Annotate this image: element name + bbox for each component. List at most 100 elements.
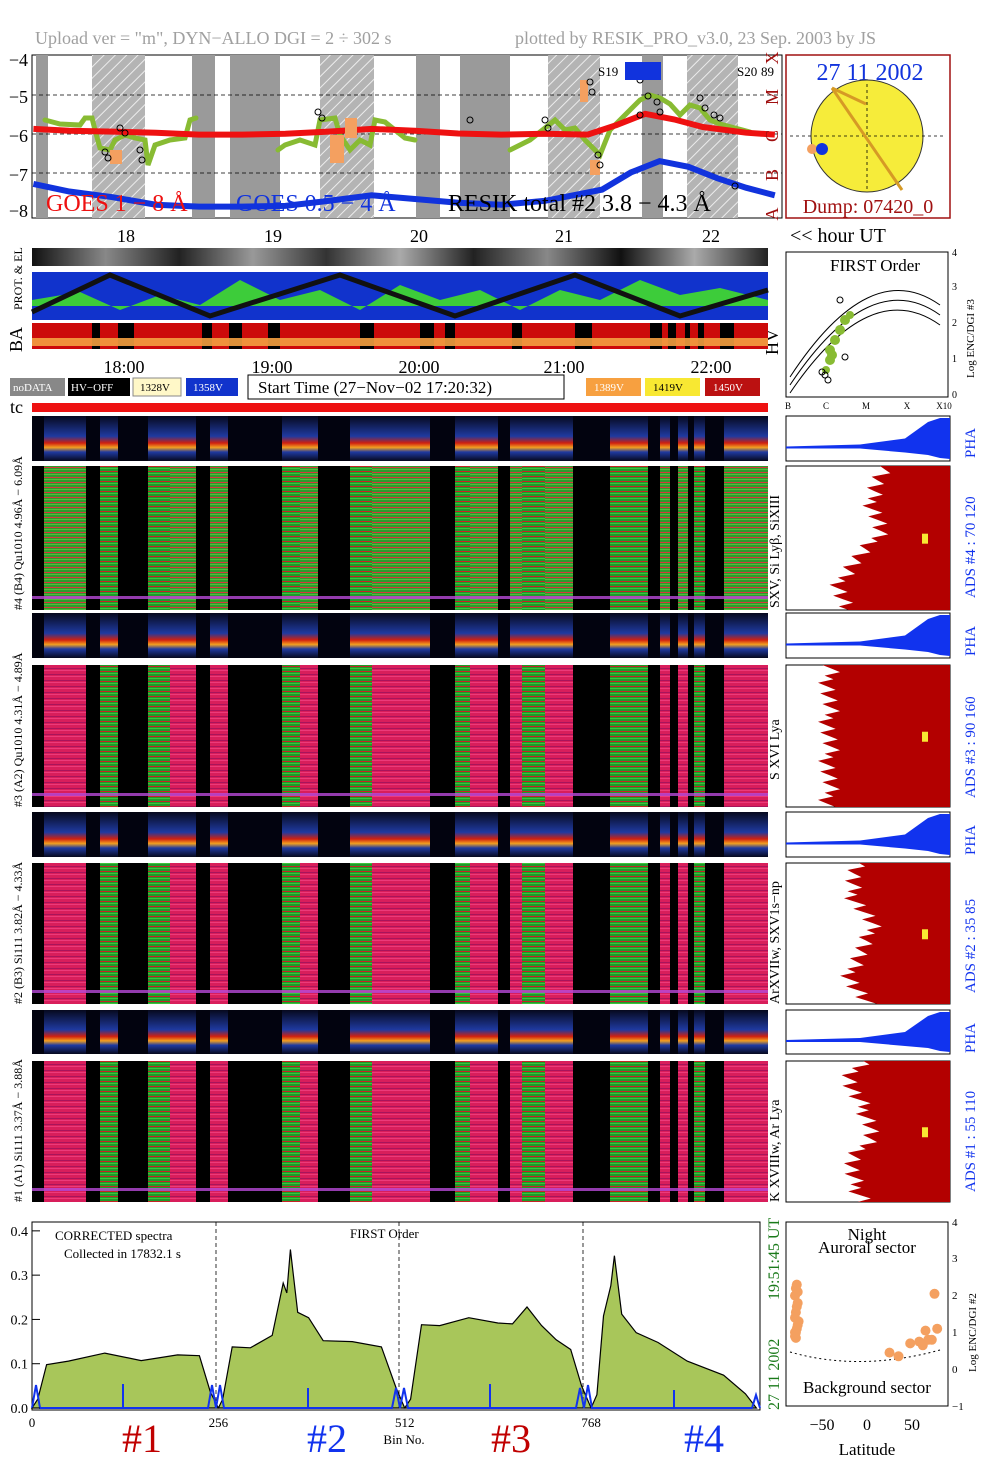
first-order-y-ticks: 0 1 2 3 4: [952, 248, 957, 401]
channel-3-ads-label: ADS #3 : 90 160: [963, 696, 979, 798]
pha-strip: [32, 416, 768, 461]
goes-short-curve: [32, 157, 776, 210]
data-gap: [670, 863, 678, 1004]
aurora-bottom-label: Background sector: [803, 1378, 931, 1397]
aurora-point: [790, 1332, 801, 1343]
green-column: [610, 665, 648, 807]
ads-marker: [922, 1127, 928, 1138]
saa-value: 89: [761, 64, 774, 79]
data-gap: [430, 863, 455, 1004]
y-tick-label: −7: [9, 165, 28, 185]
data-gap: [32, 665, 44, 807]
disk-crosshair: [790, 84, 946, 190]
spectrum-dividers: [215, 1222, 584, 1410]
scatter-circle: [731, 182, 739, 190]
green-column: [282, 863, 300, 1004]
first-order-title: FIRST Order: [830, 256, 920, 275]
data-gap: [670, 665, 678, 807]
channel-3-pha-side: PHA: [963, 626, 979, 656]
class-b-label: B: [762, 169, 782, 181]
pha-gap: [118, 613, 148, 658]
v419-label: 1419V: [653, 382, 683, 394]
v389-label: 1389V: [594, 382, 624, 394]
v328-swatch: [132, 377, 182, 397]
pha-side-profile: [786, 1012, 950, 1052]
v358-swatch: [186, 378, 238, 396]
channel-4-ads-label: ADS #4 : 70 120: [963, 496, 979, 598]
hv-legend-bar: noDATA HV−OFF 1328V 1358V Start Time (27…: [10, 374, 768, 417]
goes-panel: −4 −5 −6 −7 −8 X M C B A GOES 1 − 8 Å GO…: [9, 50, 783, 246]
data-gap: [648, 1061, 660, 1202]
channel-group: [32, 415, 951, 611]
data-gap: [648, 466, 660, 610]
aurora-point: [932, 1323, 943, 1334]
saa-label-2: S20: [737, 64, 757, 79]
pha-gap: [688, 812, 694, 857]
data-gap: [688, 863, 694, 1004]
scatter-circle: [116, 124, 124, 132]
channel-1-pha-side: PHA: [963, 1023, 979, 1053]
pha-gap: [196, 613, 210, 658]
x-tick-label: 512: [395, 1415, 415, 1430]
data-gap: [648, 863, 660, 1004]
data-gap: [688, 466, 694, 610]
x-tick-label: 256: [209, 1415, 229, 1430]
scatter-circle: [121, 129, 129, 137]
pha-gap: [318, 613, 350, 658]
green-column: [350, 863, 372, 1004]
green-column: [350, 1061, 372, 1202]
data-gap: [228, 466, 282, 610]
ads-profile: [841, 1061, 950, 1202]
pha-gap: [648, 812, 660, 857]
data-gap: [86, 665, 100, 807]
aurora-point: [884, 1347, 895, 1358]
pha-gap: [118, 812, 148, 857]
y-axis-ticks: −4 −5 −6 −7 −8: [9, 50, 28, 221]
scatter-circle: [594, 151, 602, 159]
channel-panels: [32, 415, 951, 1203]
scatter-circle: [101, 148, 109, 156]
channel-group: [32, 612, 951, 808]
pha-gap: [228, 416, 282, 461]
y-tick-label: 3: [952, 1253, 958, 1265]
green-column: [148, 863, 170, 1004]
data-gap: [573, 863, 610, 1004]
x-tick-label: M: [862, 401, 870, 411]
aurora-frame: [785, 1221, 949, 1407]
data-gap: [32, 863, 44, 1004]
ads-profile: [840, 863, 950, 1004]
v328-label: 1328V: [140, 382, 170, 394]
scatter-circle: [318, 114, 326, 122]
hv-off-segment: [445, 323, 455, 349]
channel-1-label: #1 (A1) Si111 3.37Å − 3.88Å: [11, 1059, 25, 1202]
start-time-box: [247, 374, 565, 400]
scatter-circle: [656, 108, 664, 116]
spectrum-areas: [30, 1249, 758, 1409]
hv-off-segment: [202, 323, 212, 349]
pha-gap: [86, 812, 100, 857]
y-tick-label: 1: [952, 1327, 958, 1339]
pha-gap: [573, 416, 610, 461]
night-band: [36, 55, 48, 218]
green-column: [282, 1061, 300, 1202]
v358-label: 1358V: [193, 382, 223, 394]
y-tick-label: 0.4: [11, 1225, 29, 1240]
prot-el-label: PROT. & EL: [11, 247, 25, 310]
data-gap: [318, 863, 350, 1004]
class-a-label: A: [762, 208, 782, 221]
orbit-panel: PROT. & EL BA HV 18:00 19:00 20:00 21:00…: [6, 247, 782, 377]
data-gap: [196, 1061, 210, 1202]
pha-gap: [430, 1010, 455, 1054]
pha-gap: [118, 1010, 148, 1054]
goes-class-labels: X M C B A: [762, 52, 782, 221]
y-tick-label: −4: [9, 50, 28, 70]
blue-position-dot: [816, 143, 828, 155]
green-column: [455, 863, 470, 1004]
x-tick-label: 50: [904, 1417, 920, 1434]
pha-gap: [32, 1010, 44, 1054]
x-tick-label: C: [823, 401, 829, 411]
pha-gap: [498, 416, 510, 461]
y-tick-label: −8: [9, 201, 28, 221]
x-tick-label: 0: [863, 1417, 871, 1434]
pha-gap: [32, 812, 44, 857]
